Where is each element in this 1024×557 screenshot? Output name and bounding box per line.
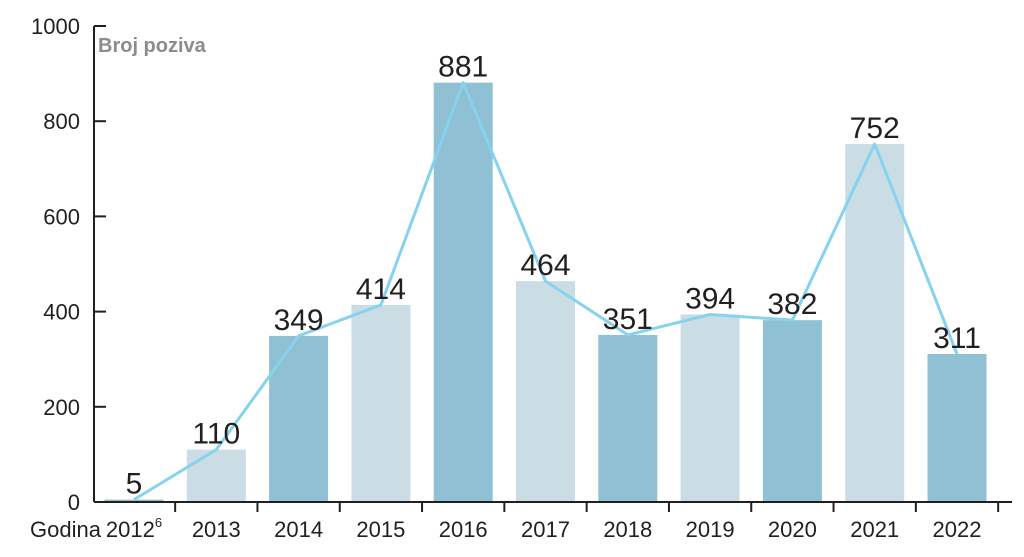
y-tick-label-0: 0	[68, 490, 80, 515]
x-tick-label-2019: 2019	[686, 517, 735, 542]
x-tick-label-2020: 2020	[768, 517, 817, 542]
x-tick-label-2021: 2021	[850, 517, 899, 542]
x-tick-label-2013: 2013	[192, 517, 241, 542]
y-tick-label-1000: 1000	[31, 14, 80, 39]
value-label-2017: 464	[520, 249, 570, 282]
x-tick-label-2018: 2018	[603, 517, 652, 542]
bar-2019	[680, 314, 740, 502]
x-tick-label-2012: 20126	[106, 515, 162, 542]
bar-2021	[845, 144, 905, 502]
bar-2014	[269, 335, 329, 502]
bar-2018	[598, 334, 658, 502]
value-label-2018: 351	[603, 303, 653, 336]
value-label-2020: 382	[767, 288, 817, 321]
y-tick-label-800: 800	[43, 109, 80, 134]
value-label-2021: 752	[850, 112, 900, 145]
bar-2016	[433, 82, 493, 503]
series-title: Broj poziva	[98, 35, 207, 57]
value-labels-group: 5 110 349 414 881 464 351 394 382 752 311	[126, 51, 981, 501]
x-axis-title: Godina	[30, 517, 102, 542]
value-label-2014: 349	[274, 304, 324, 337]
value-label-2019: 394	[685, 282, 735, 315]
value-label-2015: 414	[356, 273, 406, 306]
x-tick-label-2016: 2016	[439, 517, 488, 542]
value-label-2016: 881	[438, 51, 488, 84]
value-label-2012: 5	[126, 468, 143, 501]
bar-2017	[516, 281, 575, 502]
bar-2022	[927, 353, 987, 502]
bar-2013	[186, 449, 246, 502]
y-tick-label-600: 600	[43, 204, 80, 229]
axes-group: 0 200 400 600 800 1000 20126 2013 2014 2015 2016 20…	[31, 14, 1012, 542]
x-tick-label-2015: 2015	[356, 517, 405, 542]
bar-2012	[104, 499, 164, 502]
y-tick-label-200: 200	[43, 395, 80, 420]
footnote-superscript: 6	[155, 515, 162, 530]
x-tick-label-2014: 2014	[274, 517, 323, 542]
value-label-2013: 110	[192, 418, 240, 451]
y-tick-label-400: 400	[43, 300, 80, 325]
bar-2015	[351, 304, 411, 502]
trend-line-group	[133, 81, 959, 501]
value-label-2022: 311	[933, 322, 981, 355]
trend-line	[133, 81, 959, 501]
bars-group	[104, 82, 987, 503]
x-tick-label-2022: 2022	[933, 517, 982, 542]
x-tick-label-2017: 2017	[521, 517, 570, 542]
bar-2020	[762, 320, 822, 502]
